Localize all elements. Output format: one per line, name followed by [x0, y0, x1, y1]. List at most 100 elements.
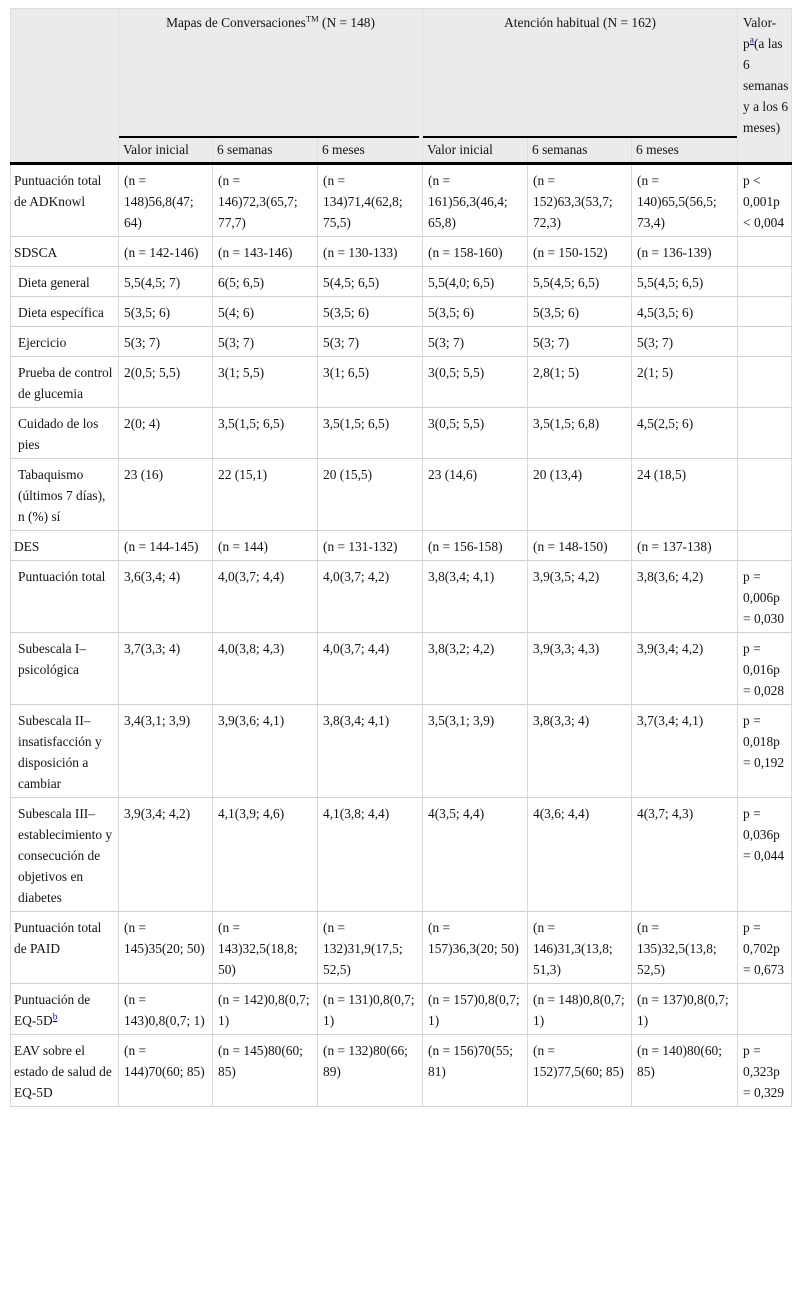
data-cell: 3,4(3,1; 3,9) — [118, 704, 213, 798]
p-value-cell: p < 0,001p < 0,004 — [737, 163, 793, 237]
data-cell: (n = 142)0,8(0,7; 1) — [212, 983, 318, 1035]
data-cell: 3,9(3,3; 4,3) — [527, 632, 633, 705]
data-cell: 5(4,5; 6,5) — [316, 266, 424, 297]
row-label: Puntuación total de PAID — [10, 911, 119, 984]
row-label: Subescala III–establecimiento y consecuc… — [10, 797, 119, 912]
data-cell: 3,9(3,4; 4,2) — [631, 632, 739, 705]
subcol-atencion-valor-inicial: Valor inicial — [422, 138, 529, 165]
data-cell: (n = 145)35(20; 50) — [118, 911, 213, 984]
data-cell: 3,6(3,4; 4) — [118, 560, 213, 633]
data-cell: (n = 146)72,3(65,7; 77,7) — [212, 163, 318, 237]
row-label: EAV sobre el estado de salud de EQ-5D — [10, 1034, 119, 1107]
p-value-cell — [737, 356, 793, 408]
outcomes-table: Mapas de ConversacionesTM (N = 148) Aten… — [10, 8, 793, 1107]
p-value-cell: p = 0,323p = 0,329 — [737, 1034, 793, 1107]
data-cell: 3(1; 5,5) — [212, 356, 318, 408]
p-value-cell — [737, 407, 793, 459]
data-cell: 4,1(3,9; 4,6) — [212, 797, 318, 912]
table-row: Puntuación total de PAID (n = 145)35(20; … — [10, 911, 793, 984]
table-row: Ejercicio 5(3; 7) 5(3; 7) 5(3; 7) 5(3; 7) 5(3… — [10, 326, 793, 357]
data-cell: 20 (15,5) — [316, 458, 424, 531]
data-cell: (n = 142-146) — [118, 236, 213, 267]
table-header: Mapas de ConversacionesTM (N = 148) Aten… — [10, 8, 793, 165]
data-cell: (n = 134)71,4(62,8; 75,5) — [316, 163, 424, 237]
data-cell: 5(4; 6) — [212, 296, 318, 327]
data-cell: (n = 132)31,9(17,5; 52,5) — [316, 911, 424, 984]
data-cell: 3,7(3,4; 4,1) — [631, 704, 739, 798]
data-cell: 3(1; 6,5) — [316, 356, 424, 408]
data-cell: 4,5(3,5; 6) — [631, 296, 739, 327]
data-cell: 3,5(1,5; 6,8) — [527, 407, 633, 459]
data-cell: 3(0,5; 5,5) — [422, 407, 529, 459]
footnote-a-link[interactable]: a — [749, 35, 754, 46]
data-cell: 5(3; 7) — [527, 326, 633, 357]
pvalue-header-prefix: Valor-p — [743, 15, 777, 51]
data-cell: (n = 140)65,5(56,5; 73,4) — [631, 163, 739, 237]
data-cell: 3,9(3,6; 4,1) — [212, 704, 318, 798]
data-cell: 22 (15,1) — [212, 458, 318, 531]
data-cell: 5,5(4,0; 6,5) — [422, 266, 529, 297]
p-value-cell — [737, 266, 793, 297]
pvalue-column-header: Valor-pa(a las 6 semanas y a los 6 meses… — [737, 8, 793, 138]
data-cell: (n = 148)56,8(47; 64) — [118, 163, 213, 237]
corner-cell — [10, 8, 119, 138]
data-cell: (n = 157)0,8(0,7; 1) — [422, 983, 529, 1035]
data-cell: (n = 143)32,5(18,8; 50) — [212, 911, 318, 984]
row-label: Cuidado de los pies — [10, 407, 119, 459]
data-cell: (n = 144) — [212, 530, 318, 561]
data-cell: 3(0,5; 5,5) — [422, 356, 529, 408]
row-label: Dieta específica — [10, 296, 119, 327]
table-row: DES (n = 144-145) (n = 144) (n = 131-132) (n… — [10, 530, 793, 561]
data-cell: 2(0; 4) — [118, 407, 213, 459]
table-row: EAV sobre el estado de salud de EQ-5D (n … — [10, 1034, 793, 1107]
p-value-cell — [737, 326, 793, 357]
data-cell: (n = 144)70(60; 85) — [118, 1034, 213, 1107]
data-cell: 4,0(3,7; 4,4) — [212, 560, 318, 633]
group2-label: Atención habitual (N = 162) — [504, 15, 656, 30]
p-value-cell: p = 0,018p = 0,192 — [737, 704, 793, 798]
data-cell: 5,5(4,5; 6,5) — [527, 266, 633, 297]
footnote-b-link[interactable]: b — [52, 1012, 58, 1023]
data-cell: 3,5(1,5; 6,5) — [212, 407, 318, 459]
data-cell: 3,8(3,3; 4) — [527, 704, 633, 798]
row-label: Ejercicio — [10, 326, 119, 357]
data-cell: (n = 156-158) — [422, 530, 529, 561]
data-cell: 5(3,5; 6) — [316, 296, 424, 327]
table-row: Subescala III–establecimiento y consecuc… — [10, 797, 793, 912]
data-cell: (n = 150-152) — [527, 236, 633, 267]
data-cell: 24 (18,5) — [631, 458, 739, 531]
row-label: Puntuación total — [10, 560, 119, 633]
table-row: Dieta general 5,5(4,5; 7) 6(5; 6,5) 5(4,5; … — [10, 266, 793, 297]
row-label: Dieta general — [10, 266, 119, 297]
subheader-row: Valor inicial 6 semanas 6 meses Valor in… — [10, 138, 793, 165]
row-label: Puntuación total de ADKnowl — [10, 163, 119, 237]
data-cell: 4(3,6; 4,4) — [527, 797, 633, 912]
data-cell: 6(5; 6,5) — [212, 266, 318, 297]
data-cell: (n = 157)36,3(20; 50) — [422, 911, 529, 984]
data-cell: 3,9(3,5; 4,2) — [527, 560, 633, 633]
data-cell: 4,0(3,7; 4,4) — [316, 632, 424, 705]
data-cell: (n = 156)70(55; 81) — [422, 1034, 529, 1107]
data-cell: 4,0(3,8; 4,3) — [212, 632, 318, 705]
data-cell: 2(0,5; 5,5) — [118, 356, 213, 408]
data-cell: 4(3,5; 4,4) — [422, 797, 529, 912]
data-cell: 3,8(3,4; 4,1) — [316, 704, 424, 798]
data-cell: (n = 143)0,8(0,7; 1) — [118, 983, 213, 1035]
data-cell: 5,5(4,5; 6,5) — [631, 266, 739, 297]
pvalue-subheader-cell — [737, 138, 793, 165]
group-header-atencion: Atención habitual (N = 162) — [422, 8, 739, 138]
data-cell: 5(3; 7) — [316, 326, 424, 357]
data-cell: 5(3; 7) — [118, 326, 213, 357]
data-cell: (n = 146)31,3(13,8; 51,3) — [527, 911, 633, 984]
data-cell: 4,5(2,5; 6) — [631, 407, 739, 459]
data-cell: (n = 152)77,5(60; 85) — [527, 1034, 633, 1107]
table-row: Dieta específica 5(3,5; 6) 5(4; 6) 5(3,5; 6… — [10, 296, 793, 327]
data-cell: 3,8(3,4; 4,1) — [422, 560, 529, 633]
group1-label: Mapas de Conversaciones — [166, 15, 306, 30]
p-value-cell — [737, 983, 793, 1035]
row-label: Prueba de control de glucemia — [10, 356, 119, 408]
data-cell: 20 (13,4) — [527, 458, 633, 531]
p-value-cell: p = 0,702p = 0,673 — [737, 911, 793, 984]
data-cell: 3,9(3,4; 4,2) — [118, 797, 213, 912]
p-value-cell: p = 0,016p = 0,028 — [737, 632, 793, 705]
